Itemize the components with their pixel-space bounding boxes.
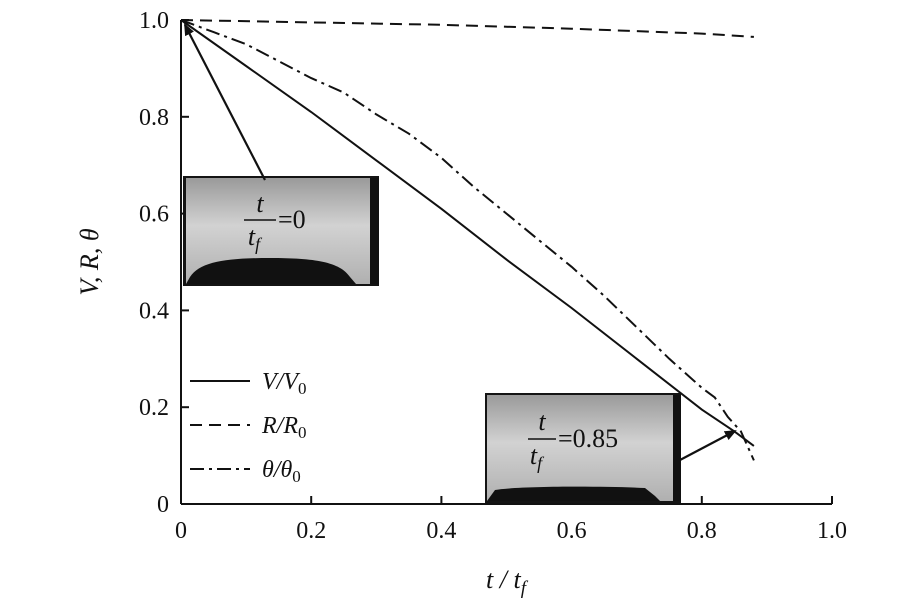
inset-1-edge <box>370 178 379 284</box>
legend-label-1: R/R0 <box>261 413 307 442</box>
legend-label-0: V/V0 <box>262 369 307 398</box>
y-tick-label-4: 0.8 <box>139 105 169 131</box>
y-tick-label-5: 1.0 <box>139 8 169 34</box>
inset-2-droplet <box>487 486 660 501</box>
x-axis-label: t / tf <box>486 565 529 599</box>
y-tick-label-1: 0.2 <box>139 395 169 421</box>
legend: V/V0 R/R0 θ/θ0 <box>190 369 307 486</box>
inset-2-label: t tf =0.85 <box>528 407 618 473</box>
axes <box>180 20 832 505</box>
x-tick-label-3: 0.6 <box>557 518 587 544</box>
series-line-0 <box>180 19 755 447</box>
inset-1-droplet <box>186 258 356 284</box>
legend-label-2: θ/θ0 <box>262 457 301 486</box>
x-tick-label-0: 0 <box>175 518 187 544</box>
arrow-inset-2 <box>679 430 737 461</box>
x-tick-label-2: 0.4 <box>426 518 456 544</box>
y-tick-label-0: 0 <box>157 492 169 518</box>
y-tick-label-3: 0.6 <box>139 202 169 228</box>
inset-2-background <box>487 395 673 501</box>
x-tick-label-5: 1.0 <box>817 518 847 544</box>
series-line-1 <box>180 19 754 38</box>
inset-2-num: t <box>538 407 546 436</box>
x-tick-label-4: 0.8 <box>687 518 717 544</box>
inset-image-t0: t tf =0 <box>183 176 379 286</box>
inset-image-t085: t tf =0.85 <box>485 393 681 503</box>
inset-1-value: =0 <box>278 205 306 234</box>
y-axis-label: V, R, θ <box>75 228 104 295</box>
series-line-2 <box>180 19 755 461</box>
series-group <box>180 19 755 461</box>
y-tick-label-2: 0.4 <box>139 298 169 324</box>
inset-2-value: =0.85 <box>558 424 618 453</box>
inset-2-edge <box>673 395 681 501</box>
inset-1-num: t <box>256 189 264 218</box>
x-tick-label-1: 0.2 <box>296 518 326 544</box>
ticks: 0 0.2 0.4 0.6 0.8 1.0 0 0.2 0.4 0.6 0.8 1.0 <box>139 8 847 544</box>
arrow-inset-1 <box>184 23 266 181</box>
